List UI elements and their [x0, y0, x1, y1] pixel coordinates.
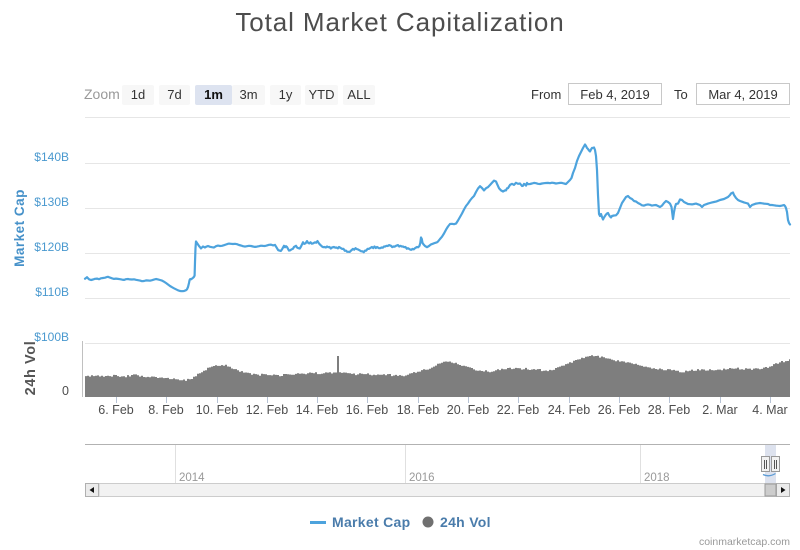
svg-text:1y: 1y [279, 87, 293, 102]
svg-text:16. Feb: 16. Feb [346, 403, 388, 417]
svg-text:8. Feb: 8. Feb [148, 403, 183, 417]
svg-text:2018: 2018 [644, 472, 670, 484]
svg-text:Zoom: Zoom [84, 86, 120, 102]
svg-text:YTD: YTD [309, 87, 335, 102]
svg-text:7d: 7d [167, 87, 181, 102]
svg-text:2014: 2014 [179, 472, 205, 484]
svg-text:$100B: $100B [34, 330, 69, 344]
svg-text:Market Cap: Market Cap [332, 514, 410, 530]
svg-text:26. Feb: 26. Feb [598, 403, 640, 417]
svg-text:28. Feb: 28. Feb [648, 403, 690, 417]
svg-text:1m: 1m [204, 87, 223, 102]
svg-text:Total Market Capitalization: Total Market Capitalization [235, 7, 564, 37]
svg-text:24. Feb: 24. Feb [548, 403, 590, 417]
svg-text:3m: 3m [239, 87, 257, 102]
svg-text:6. Feb: 6. Feb [98, 403, 133, 417]
svg-text:From: From [531, 87, 561, 102]
svg-text:2. Mar: 2. Mar [702, 403, 737, 417]
svg-text:22. Feb: 22. Feb [497, 403, 539, 417]
svg-text:Market Cap: Market Cap [12, 189, 27, 267]
svg-text:Mar 4, 2019: Mar 4, 2019 [708, 87, 777, 102]
svg-text:$120B: $120B [34, 240, 69, 254]
svg-text:2016: 2016 [409, 472, 435, 484]
svg-text:0: 0 [62, 384, 69, 398]
svg-text:10. Feb: 10. Feb [196, 403, 238, 417]
svg-text:$110B: $110B [35, 285, 69, 299]
svg-text:24h Vol: 24h Vol [23, 341, 39, 396]
svg-text:ALL: ALL [347, 87, 370, 102]
svg-text:1d: 1d [131, 87, 145, 102]
svg-text:12. Feb: 12. Feb [246, 403, 288, 417]
svg-text:$140B: $140B [34, 150, 69, 164]
svg-text:$130B: $130B [34, 195, 69, 209]
svg-text:20. Feb: 20. Feb [447, 403, 489, 417]
svg-text:To: To [674, 87, 688, 102]
svg-text:Feb 4, 2019: Feb 4, 2019 [580, 87, 649, 102]
svg-text:4. Mar: 4. Mar [752, 403, 787, 417]
svg-text:14. Feb: 14. Feb [296, 403, 338, 417]
svg-text:24h Vol: 24h Vol [440, 514, 491, 530]
svg-text:18. Feb: 18. Feb [397, 403, 439, 417]
svg-text:coinmarketcap.com: coinmarketcap.com [699, 536, 790, 548]
